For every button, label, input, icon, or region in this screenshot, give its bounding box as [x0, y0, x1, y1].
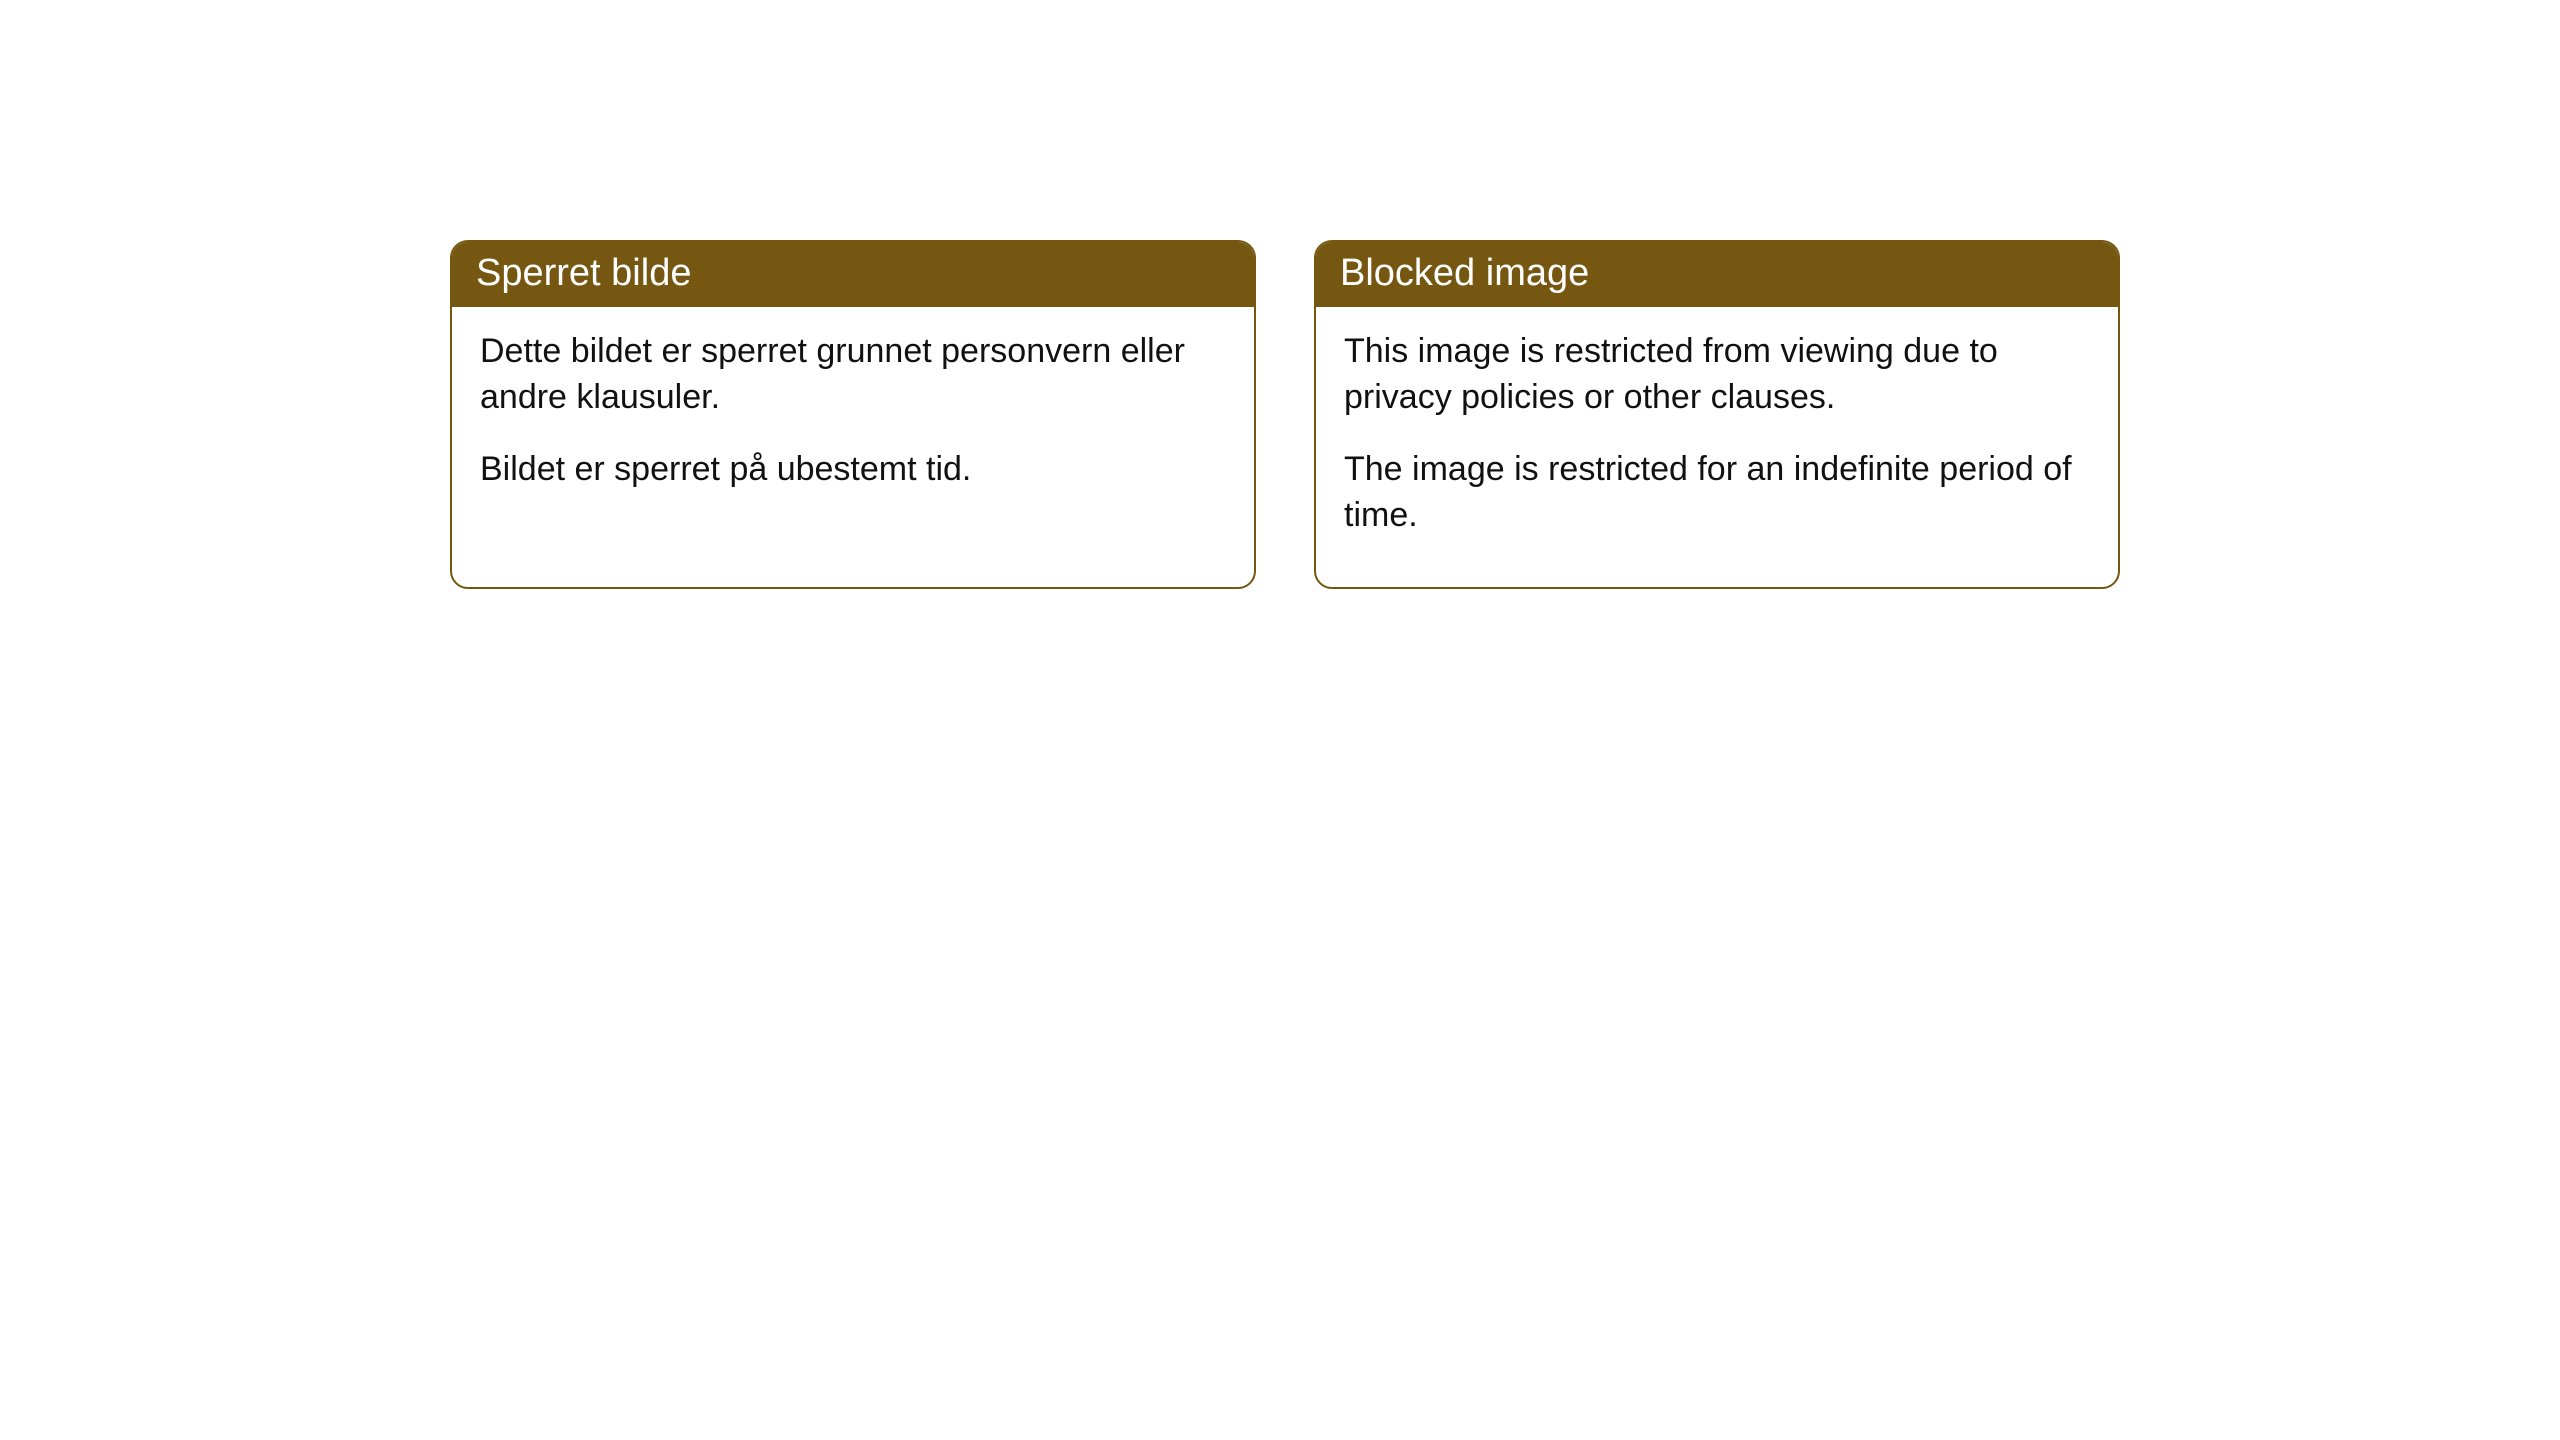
card-body: This image is restricted from viewing du…: [1316, 307, 2118, 587]
notice-container: Sperret bilde Dette bildet er sperret gr…: [450, 240, 2120, 589]
card-header: Blocked image: [1316, 242, 2118, 307]
card-paragraph: The image is restricted for an indefinit…: [1344, 447, 2090, 539]
blocked-image-card-en: Blocked image This image is restricted f…: [1314, 240, 2120, 589]
card-paragraph: Dette bildet er sperret grunnet personve…: [480, 329, 1226, 421]
card-body: Dette bildet er sperret grunnet personve…: [452, 307, 1254, 541]
card-title: Sperret bilde: [476, 252, 691, 294]
card-paragraph: This image is restricted from viewing du…: [1344, 329, 2090, 421]
card-header: Sperret bilde: [452, 242, 1254, 307]
card-title: Blocked image: [1340, 252, 1589, 294]
blocked-image-card-no: Sperret bilde Dette bildet er sperret gr…: [450, 240, 1256, 589]
card-paragraph: Bildet er sperret på ubestemt tid.: [480, 447, 1226, 493]
